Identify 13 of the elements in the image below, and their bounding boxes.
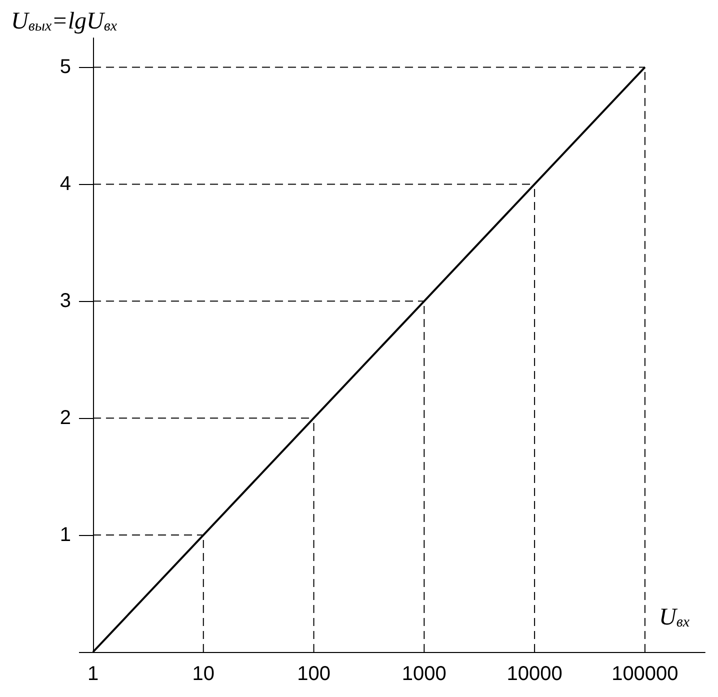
y-tick-label: 4: [60, 173, 71, 196]
x-tick-label: 10000: [506, 663, 562, 685]
x-tick-label: 1: [87, 663, 99, 685]
x-tick-label: 10: [192, 663, 215, 685]
y-tick-label: 5: [60, 56, 71, 78]
y-axis-title: Uвых=lgUвх: [11, 8, 118, 34]
y-tick-label: 2: [60, 407, 71, 430]
x-tick-label: 1000: [402, 663, 446, 685]
y-tick-label: 3: [60, 290, 71, 312]
x-tick-label: 100: [297, 663, 330, 685]
y-tick-label: 1: [60, 524, 71, 546]
x-axis-title: Uвх: [659, 604, 690, 630]
x-tick-label: 100000: [612, 663, 678, 685]
